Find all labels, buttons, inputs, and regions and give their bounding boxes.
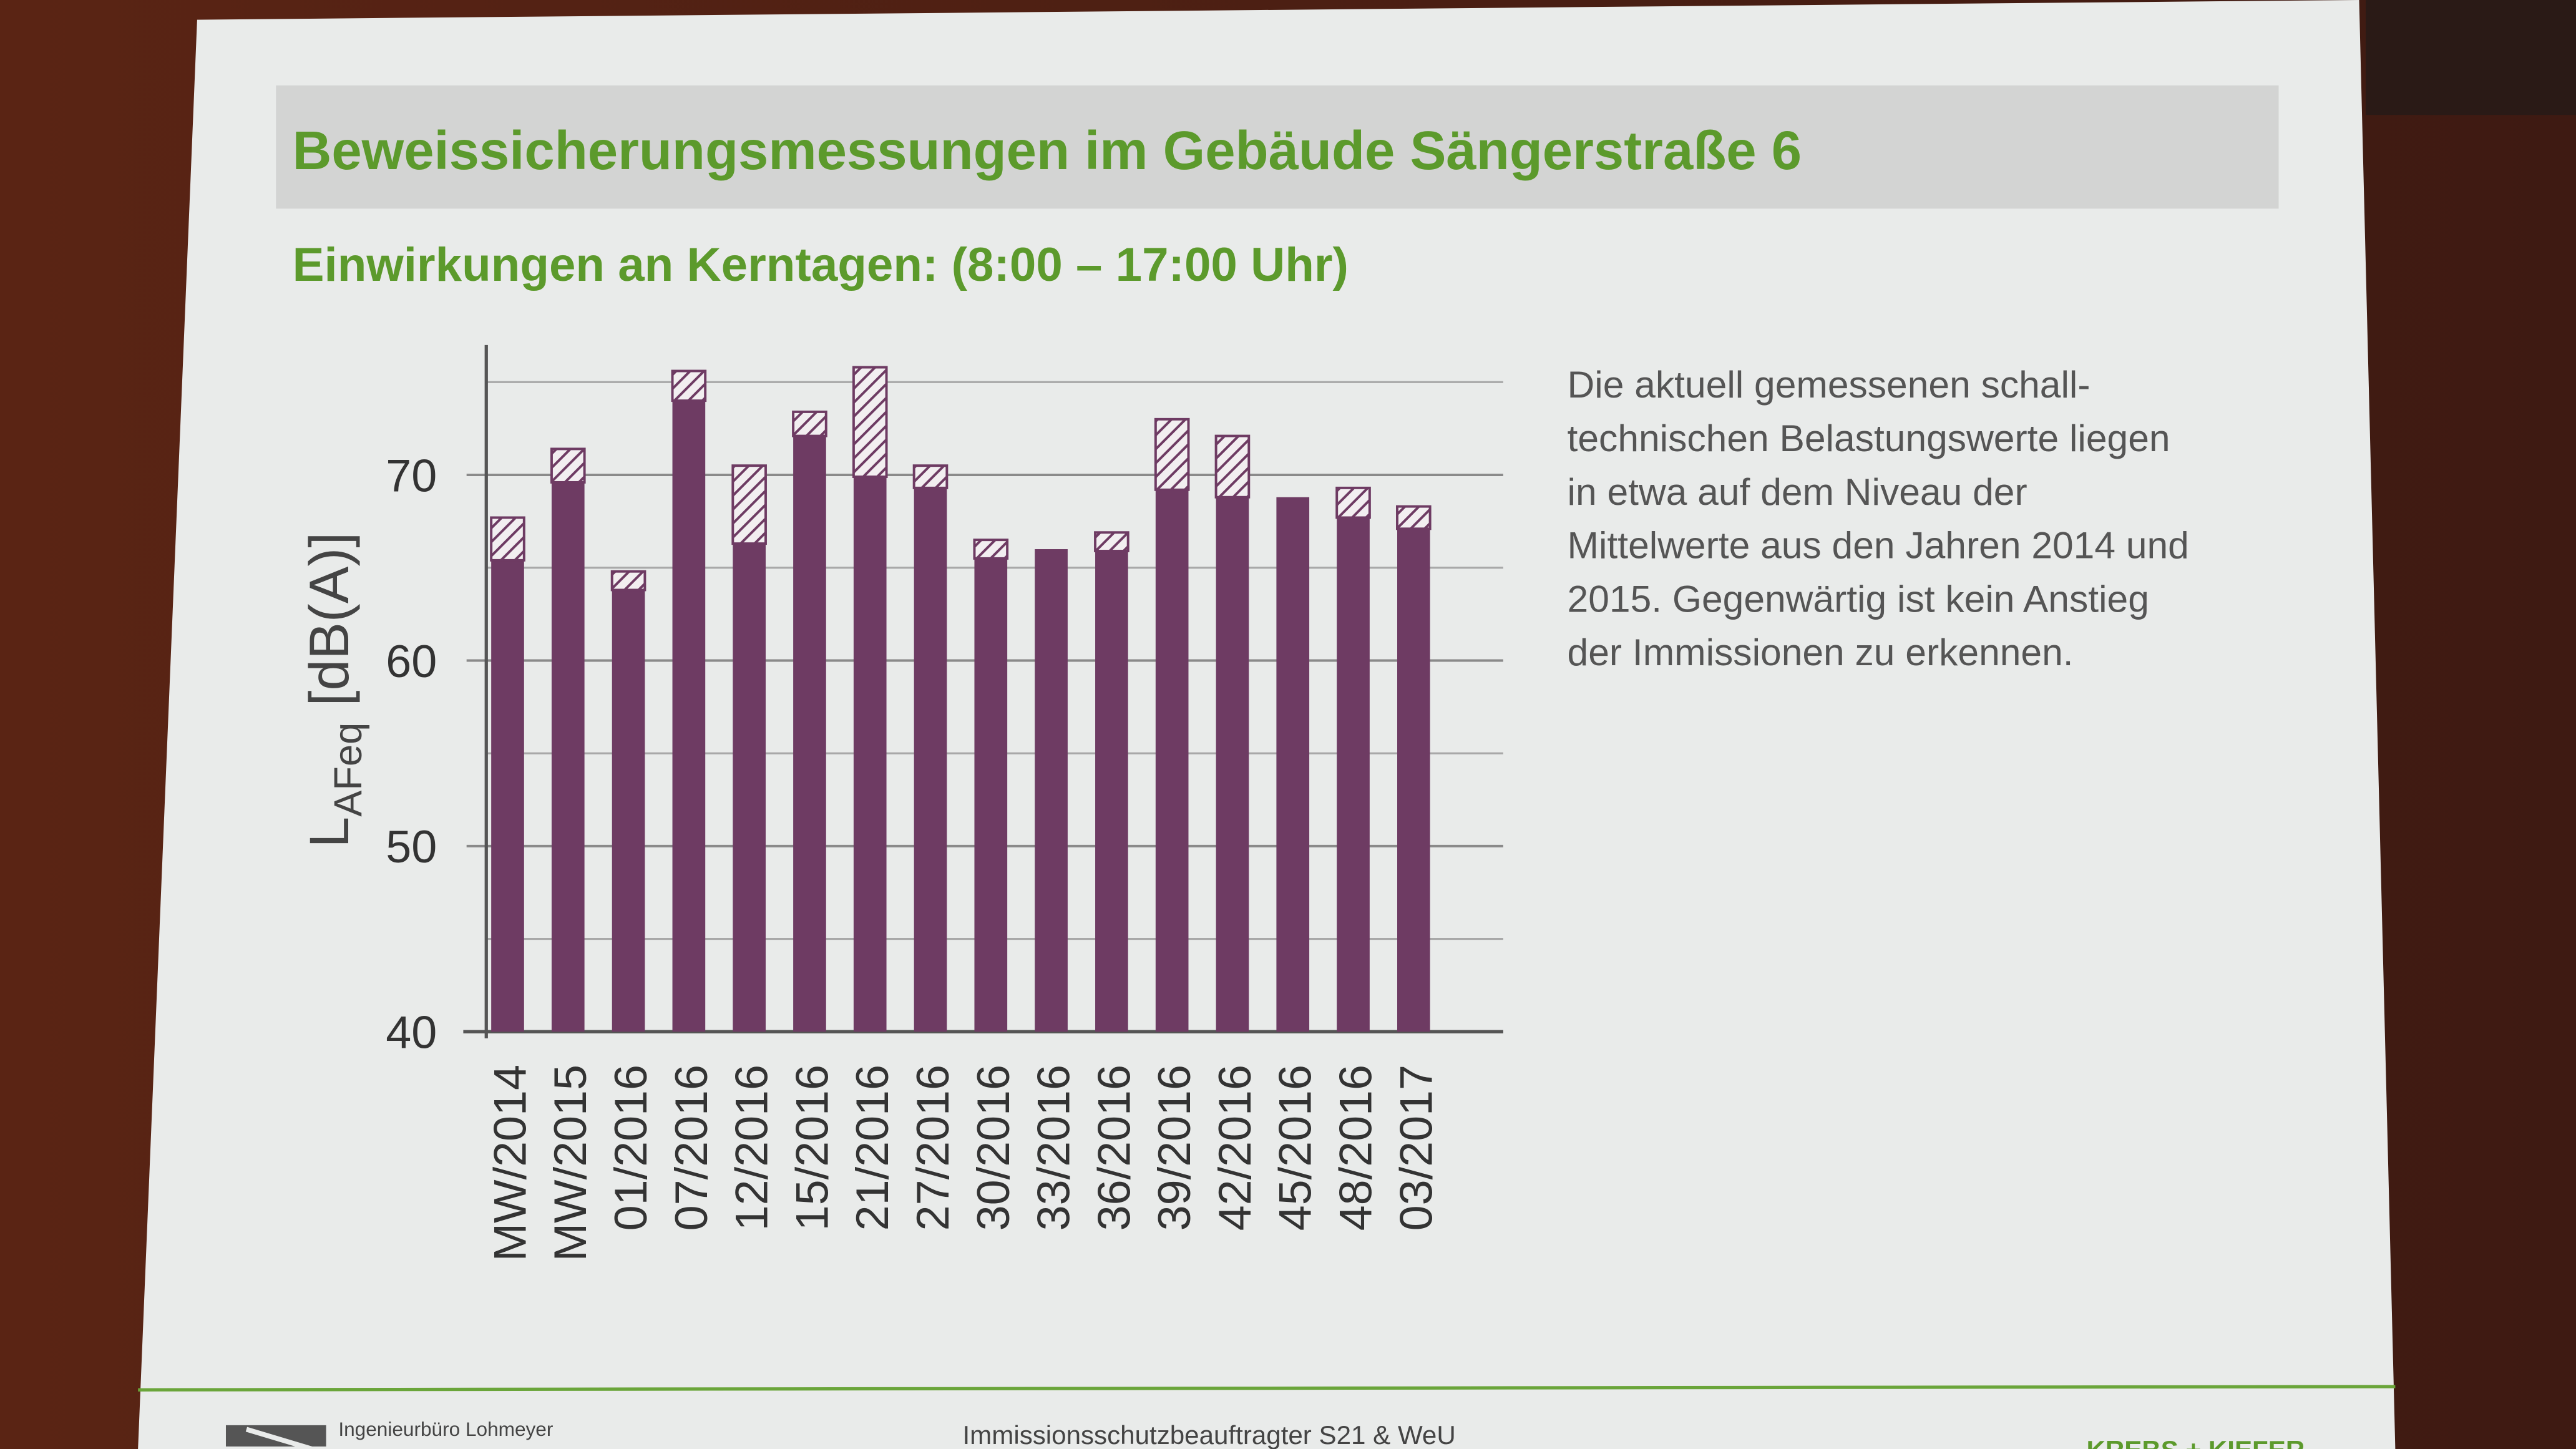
bar-segment-hatched	[550, 447, 586, 484]
y-label-main: L	[298, 817, 360, 848]
bar-segment-hatched	[1396, 505, 1432, 530]
x-tick-label: 36/2016	[1088, 1065, 1139, 1231]
x-tick-label: 48/2016	[1329, 1065, 1381, 1231]
bar	[853, 477, 887, 1032]
title-band	[276, 85, 2279, 209]
bar	[793, 436, 826, 1032]
bar-segment-hatched	[973, 539, 1009, 560]
y-tick-label: 70	[386, 449, 437, 501]
bar-segment-hatched	[731, 464, 767, 545]
bar	[914, 487, 947, 1032]
footer-left: Ingenieurbüro Lohmeyer	[338, 1418, 553, 1440]
x-tick-label: 21/2016	[846, 1065, 898, 1231]
bar-segment-hatched	[671, 369, 707, 402]
bar-segment-hatched	[1094, 531, 1129, 552]
bar-segment-hatched	[1154, 417, 1190, 491]
y-tick-label: 40	[386, 1007, 437, 1058]
y-label-sub: AFeq	[326, 723, 370, 817]
y-tick-label: 60	[386, 635, 437, 687]
text-line: in etwa auf dem Niveau der	[1568, 471, 2027, 513]
text-line: Mittelwerte aus den Jahren 2014 und	[1568, 524, 2189, 567]
bar	[733, 544, 766, 1032]
footer-line	[138, 1385, 2396, 1392]
x-tick-label: 12/2016	[726, 1065, 778, 1231]
bar	[1216, 497, 1249, 1032]
bar-segment-hatched	[1214, 434, 1251, 499]
text-line: technischen Belastungswerte liegen	[1568, 417, 2170, 459]
x-tick-label: 42/2016	[1209, 1065, 1261, 1231]
slide	[138, 0, 2396, 1449]
footer-right: KREBS + KIEFER	[2086, 1435, 2305, 1449]
bar-segment-hatched	[792, 410, 827, 437]
x-tick-label: 45/2016	[1269, 1065, 1321, 1231]
bar	[491, 560, 524, 1032]
subtitle: Einwirkungen an Kerntagen: (8:00 – 17:00…	[293, 238, 1349, 291]
x-tick-label: MW/2015	[544, 1065, 596, 1261]
bar-segment-hatched	[912, 464, 949, 489]
bar	[672, 401, 706, 1032]
text-line: der Immissionen zu erkennen.	[1568, 631, 2074, 673]
dark-corner	[2366, 0, 2576, 115]
x-tick-label: MW/2014	[484, 1065, 535, 1261]
x-tick-label: 30/2016	[967, 1065, 1019, 1231]
bar	[551, 482, 585, 1032]
bar	[1155, 489, 1189, 1032]
x-tick-label: 27/2016	[907, 1065, 959, 1231]
bar	[974, 558, 1008, 1032]
x-tick-label: 07/2016	[665, 1065, 717, 1231]
x-tick-label: 15/2016	[786, 1065, 837, 1231]
bar	[612, 590, 645, 1032]
y-label-unit: [dB(A)]	[298, 532, 360, 706]
bar	[1035, 549, 1068, 1032]
bar-segment-hatched	[1335, 486, 1371, 519]
bar	[1276, 497, 1310, 1032]
y-axis-label: LAFeq [dB(A)]	[298, 532, 370, 848]
bar-segment-hatched	[490, 516, 525, 562]
text-line: 2015. Gegenwärtig ist kein Anstieg	[1568, 577, 2149, 620]
description: Die aktuell gemessenen schall-technische…	[1568, 363, 2189, 673]
x-tick-label: 01/2016	[605, 1065, 656, 1231]
bar	[1337, 517, 1370, 1032]
bar	[1397, 529, 1430, 1032]
bar-segment-hatched	[852, 366, 888, 478]
text-line: Die aktuell gemessenen schall-	[1568, 363, 2091, 406]
y-tick-label: 50	[386, 821, 437, 872]
title: Beweissicherungsmessungen im Gebäude Sän…	[293, 120, 1802, 181]
bar	[1095, 550, 1128, 1032]
bar-segment-hatched	[610, 570, 646, 592]
x-tick-label: 03/2017	[1390, 1065, 1442, 1231]
footer-logo	[221, 1420, 331, 1449]
x-tick-label: 33/2016	[1028, 1065, 1080, 1231]
x-tick-label: 39/2016	[1148, 1065, 1200, 1231]
footer-center: Immissionsschutzbeauftragter S21 & WeU	[962, 1420, 1455, 1449]
